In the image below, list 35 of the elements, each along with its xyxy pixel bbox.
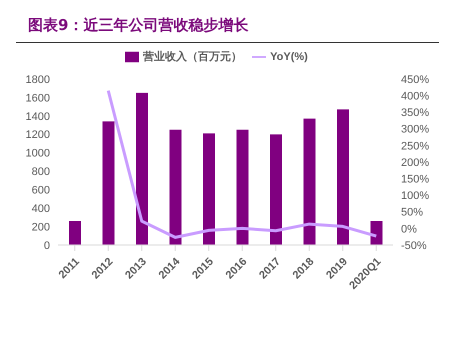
y2-tick-label: 350% — [401, 107, 430, 120]
y-tick-label: 800 — [32, 166, 50, 178]
y-tick-label: 200 — [32, 221, 50, 234]
bar — [170, 130, 182, 245]
y-tick-label: 0 — [44, 240, 50, 252]
chart-title: 图表9：近三年公司营收稳步增长 — [16, 8, 439, 43]
bar — [136, 92, 148, 245]
bar — [270, 134, 282, 245]
y2-tick-label: 200% — [401, 156, 430, 169]
y2-tick-label: 300% — [401, 124, 430, 136]
bar — [69, 221, 81, 245]
bar — [236, 130, 248, 245]
y2-tick-label: 450% — [401, 74, 430, 86]
legend-label: YoY(%) — [270, 51, 308, 63]
bar — [304, 118, 316, 245]
y2-tick-label: 100% — [401, 190, 430, 202]
y-tick-label: 400 — [32, 203, 50, 216]
y-tick-label: 1600 — [26, 92, 50, 104]
y-tick-label: 1200 — [26, 129, 50, 142]
y-tick-label: 1400 — [26, 110, 50, 123]
y2-tick-label: 150% — [401, 174, 430, 186]
legend-label: 营业收入（百万元） — [143, 51, 242, 63]
y-tick-label: 1000 — [26, 148, 50, 160]
y2-tick-label: -50% — [401, 240, 427, 252]
bar — [102, 121, 114, 245]
y-tick-label: 600 — [32, 184, 50, 197]
y-tick-label: 1800 — [26, 74, 50, 86]
y2-tick-label: 0% — [401, 223, 418, 236]
y2-tick-label: 50% — [401, 206, 424, 219]
bar — [370, 221, 382, 245]
bar — [337, 109, 349, 245]
bar — [203, 133, 215, 245]
y2-tick-label: 400% — [401, 90, 430, 103]
line-series — [106, 89, 378, 239]
y2-tick-label: 250% — [401, 140, 430, 152]
